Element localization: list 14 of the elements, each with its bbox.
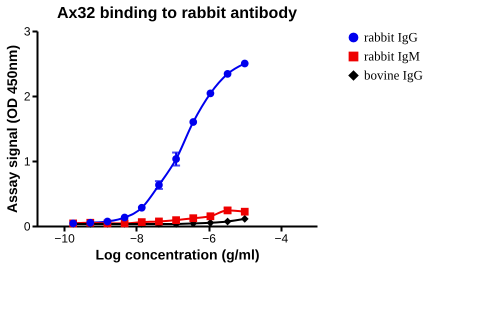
y-axis-title: Assay signal (OD 450nm)	[4, 44, 20, 214]
x-tick-label: −4	[274, 232, 289, 246]
legend-label: rabbit IgG	[364, 30, 418, 44]
legend-label: bovine IgG	[364, 68, 423, 82]
legend-label: rabbit IgM	[364, 48, 420, 64]
y-tick-label: 3	[24, 24, 31, 38]
x-axis-title: Log concentration (g/ml)	[95, 246, 260, 262]
x-tick-label: −8	[130, 232, 144, 246]
x-tick-label: −10	[54, 232, 76, 246]
x-tick-label: −6	[202, 232, 216, 246]
chart-title: Ax32 binding to rabbit antibody	[57, 5, 298, 22]
y-tick-label: 2	[24, 90, 31, 104]
y-tick-label: 1	[24, 154, 31, 168]
y-tick-label: 0	[24, 220, 31, 234]
